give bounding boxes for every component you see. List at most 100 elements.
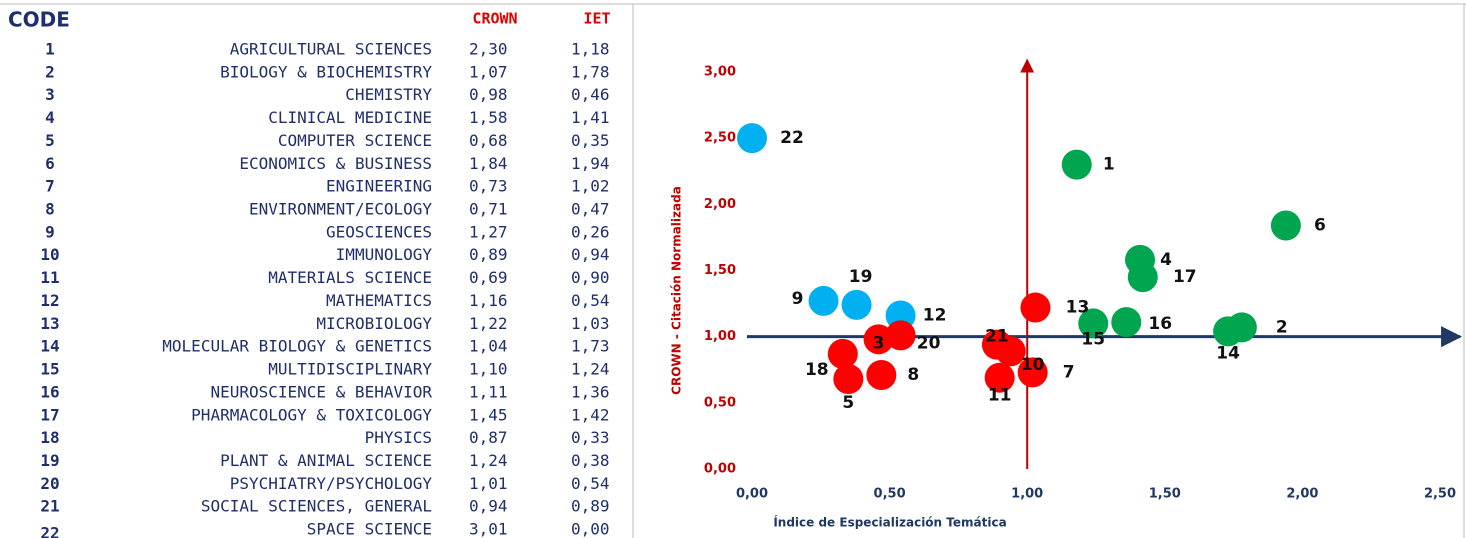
point-label: 4: [1160, 250, 1172, 270]
y-axis-title: CROWN - Citación Normalizada: [670, 186, 684, 395]
row-code: 5: [45, 131, 55, 150]
row-name: IMMUNOLOGY: [336, 245, 433, 264]
point-label: 13: [1066, 298, 1090, 318]
y-tick-label: 1,00: [704, 329, 736, 344]
point: [1020, 292, 1051, 323]
row-crown: 1,58: [469, 108, 508, 127]
row-name: AGRICULTURAL SCIENCES: [230, 40, 432, 59]
row-code: 22: [40, 524, 59, 538]
point: [808, 285, 839, 316]
row-iet: 1,36: [571, 382, 610, 401]
point-label: 9: [792, 289, 804, 309]
row-code: 15: [40, 360, 59, 379]
row-name: ECONOMICS & BUSINESS: [239, 154, 432, 173]
row-iet: 1,73: [571, 337, 610, 356]
row-name: SOCIAL SCIENCES, GENERAL: [201, 497, 432, 516]
x-tick-label: 2,00: [1286, 487, 1318, 502]
row-iet: 0,33: [571, 428, 610, 447]
point-label: 5: [842, 393, 854, 413]
row-crown: 1,01: [469, 474, 508, 493]
row-iet: 0,00: [571, 520, 610, 538]
row-name: BIOLOGY & BIOCHEMISTRY: [220, 62, 432, 81]
y-tick-label: 2,00: [704, 197, 736, 212]
row-crown: 1,84: [469, 154, 508, 173]
row-crown: 0,68: [469, 131, 508, 150]
y-tick-label: 1,50: [704, 263, 736, 278]
row-iet: 0,54: [571, 474, 610, 493]
row-code: 16: [40, 382, 59, 401]
row-code: 14: [40, 337, 59, 356]
point: [1111, 307, 1142, 338]
row-code: 10: [40, 245, 59, 264]
y-tick-label: 3,00: [704, 65, 736, 80]
row-iet: 0,89: [571, 497, 610, 516]
row-crown: 1,10: [469, 360, 508, 379]
point-label: 22: [780, 128, 804, 148]
row-name: GEOSCIENCES: [326, 222, 432, 241]
point-label: 6: [1314, 216, 1326, 236]
row-code: 8: [45, 200, 55, 219]
row-crown: 0,69: [469, 268, 508, 287]
point: [981, 329, 1012, 360]
row-iet: 0,35: [571, 131, 610, 150]
point: [1078, 308, 1109, 339]
row-crown: 0,87: [469, 428, 508, 447]
point-label: 21: [985, 327, 1009, 347]
point-label: 17: [1173, 267, 1197, 287]
row-code: 4: [45, 108, 55, 127]
row-iet: 1,18: [571, 40, 610, 59]
point: [737, 123, 767, 154]
point-label: 19: [849, 267, 873, 287]
row-crown: 1,24: [469, 451, 508, 470]
row-iet: 0,54: [571, 291, 610, 310]
point-label: 10: [1021, 355, 1045, 375]
row-code: 7: [45, 177, 55, 196]
x-tick-label: 0,50: [874, 487, 906, 502]
row-iet: 0,26: [571, 222, 610, 241]
row-crown: 0,94: [469, 497, 508, 516]
row-code: 20: [40, 474, 59, 493]
row-crown: 0,71: [469, 200, 508, 219]
row-iet: 1,41: [571, 108, 610, 127]
point-label: 16: [1148, 314, 1172, 334]
x-axis-title: Índice de Especialización Temática: [773, 515, 1006, 530]
row-code: 6: [45, 154, 55, 173]
row-name: PHYSICS: [365, 428, 432, 447]
row-iet: 0,90: [571, 268, 610, 287]
row-crown: 1,22: [469, 314, 508, 333]
row-iet: 0,94: [571, 245, 610, 264]
point: [1270, 210, 1301, 241]
point: [866, 360, 897, 391]
row-name: COMPUTER SCIENCE: [278, 131, 432, 150]
point-label: 14: [1216, 343, 1240, 363]
row-name: CHEMISTRY: [345, 85, 432, 104]
point-label: 1: [1103, 155, 1115, 175]
row-iet: 0,46: [571, 85, 610, 104]
row-name: MATHEMATICS: [326, 291, 432, 310]
row-name: ENVIRONMENT/ECOLOGY: [249, 200, 432, 219]
point: [1061, 149, 1092, 180]
row-code: 3: [45, 85, 55, 104]
row-name: MATERIALS SCIENCE: [268, 268, 432, 287]
row-name: NEUROSCIENCE & BEHAVIOR: [210, 382, 432, 401]
point-label: 12: [923, 305, 947, 325]
row-iet: 0,38: [571, 451, 610, 470]
point: [841, 289, 872, 320]
row-code: 12: [40, 291, 59, 310]
point: [1213, 316, 1244, 347]
point-label: 7: [1063, 362, 1075, 382]
row-code: 21: [40, 497, 59, 516]
row-iet: 1,78: [571, 62, 610, 81]
row-crown: 1,11: [469, 382, 508, 401]
point: [885, 320, 916, 351]
point: [984, 362, 1015, 393]
point-label: 18: [805, 360, 829, 380]
row-name: PHARMACOLOGY & TOXICOLOGY: [191, 405, 432, 424]
row-crown: 0,89: [469, 245, 508, 264]
point: [827, 338, 858, 369]
header-crown: CROWN: [472, 10, 517, 28]
row-code: 2: [45, 62, 55, 81]
row-crown: 1,27: [469, 222, 508, 241]
row-crown: 1,16: [469, 291, 508, 310]
row-crown: 2,30: [469, 40, 508, 59]
